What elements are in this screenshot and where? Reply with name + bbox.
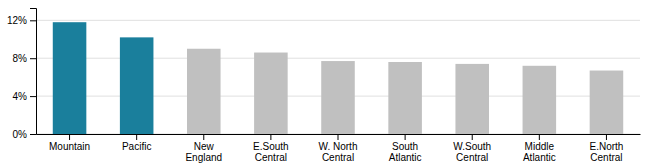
x-axis: MountainPacificNewEnglandE.SouthCentralW… <box>37 134 641 163</box>
x-tick-mark <box>606 134 607 140</box>
x-tick-label-line: Atlantic <box>523 152 556 163</box>
y-tick-mark <box>30 96 36 97</box>
x-tick-mark <box>203 134 204 140</box>
x-tick-mark <box>270 134 271 140</box>
bar <box>53 22 87 134</box>
x-tick-label: MiddleAtlantic <box>523 141 556 163</box>
x-tick-label: Pacific <box>122 141 151 152</box>
x-tick-label-line: Central <box>255 152 287 163</box>
x-tick-label-line: W.South <box>453 141 491 152</box>
x-tick: MiddleAtlantic <box>523 134 556 163</box>
x-tick-mark <box>405 134 406 140</box>
x-tick-label-line: E.South <box>253 141 289 152</box>
y-tick-mark <box>30 58 36 59</box>
x-tick-label-line: Central <box>590 152 622 163</box>
y-tick: 0% <box>13 129 36 140</box>
y-tick: 8% <box>13 53 36 64</box>
x-tick-label-line: South <box>392 141 418 152</box>
bar <box>321 61 355 134</box>
plot: 0% 4% 8% 12% Mountain Pacific NewEngland E.Sout… <box>7 9 641 164</box>
x-tick-label-line: Atlantic <box>389 152 422 163</box>
bar <box>388 62 422 134</box>
bars <box>53 22 623 134</box>
y-tick: 12% <box>7 15 36 26</box>
x-tick: NewEngland <box>185 134 222 163</box>
y-tick-mark <box>30 134 36 135</box>
x-tick-label: NewEngland <box>185 141 222 163</box>
bar <box>523 66 557 134</box>
y-tick-label: 12% <box>7 15 27 26</box>
y-tick-label: 0% <box>13 129 28 140</box>
y-tick-mark <box>30 20 36 21</box>
y-tick-label: 8% <box>13 53 28 64</box>
y-axis-line <box>30 9 37 135</box>
x-tick-mark <box>136 134 137 140</box>
x-tick: W.SouthCentral <box>453 134 491 163</box>
x-tick-label-line: Central <box>456 152 488 163</box>
y-tick: 4% <box>13 91 36 102</box>
bar <box>254 53 288 134</box>
x-tick-mark <box>69 134 70 140</box>
x-tick-mark <box>338 134 339 140</box>
grid-line <box>36 20 640 21</box>
x-tick-label: W. NorthCentral <box>319 141 358 163</box>
x-tick: SouthAtlantic <box>389 134 422 163</box>
chart: 0% 4% 8% 12% Mountain Pacific NewEngland E.Sout… <box>0 0 650 168</box>
y-tick-label: 4% <box>13 91 28 102</box>
x-tick-label-line: W. North <box>319 141 358 152</box>
x-tick-mark <box>472 134 473 140</box>
bar <box>455 64 489 134</box>
bar <box>590 71 624 134</box>
x-tick-label-line: Middle <box>525 141 555 152</box>
x-tick: Mountain <box>49 134 90 152</box>
x-tick-label: SouthAtlantic <box>389 141 422 163</box>
x-tick-label: W.SouthCentral <box>453 141 491 163</box>
x-tick: E.SouthCentral <box>253 134 289 163</box>
x-tick-label: E.SouthCentral <box>253 141 289 163</box>
x-tick-label: E.NorthCentral <box>589 141 623 163</box>
x-tick-mark <box>539 134 540 140</box>
y-axis: 0% 4% 8% 12% <box>7 9 37 140</box>
x-tick-label-line: E.North <box>589 141 623 152</box>
grid <box>36 20 640 134</box>
x-tick-label-line: Central <box>322 152 354 163</box>
x-tick-label-line: England <box>185 152 222 163</box>
x-tick: W. NorthCentral <box>319 134 358 163</box>
x-tick-label-line: Pacific <box>122 141 151 152</box>
bar <box>187 49 221 134</box>
x-tick-label-line: Mountain <box>49 141 90 152</box>
bar <box>120 37 154 134</box>
x-tick-label-line: New <box>194 141 215 152</box>
x-tick: Pacific <box>122 134 151 152</box>
x-tick-label: Mountain <box>49 141 90 152</box>
x-tick: E.NorthCentral <box>589 134 623 163</box>
